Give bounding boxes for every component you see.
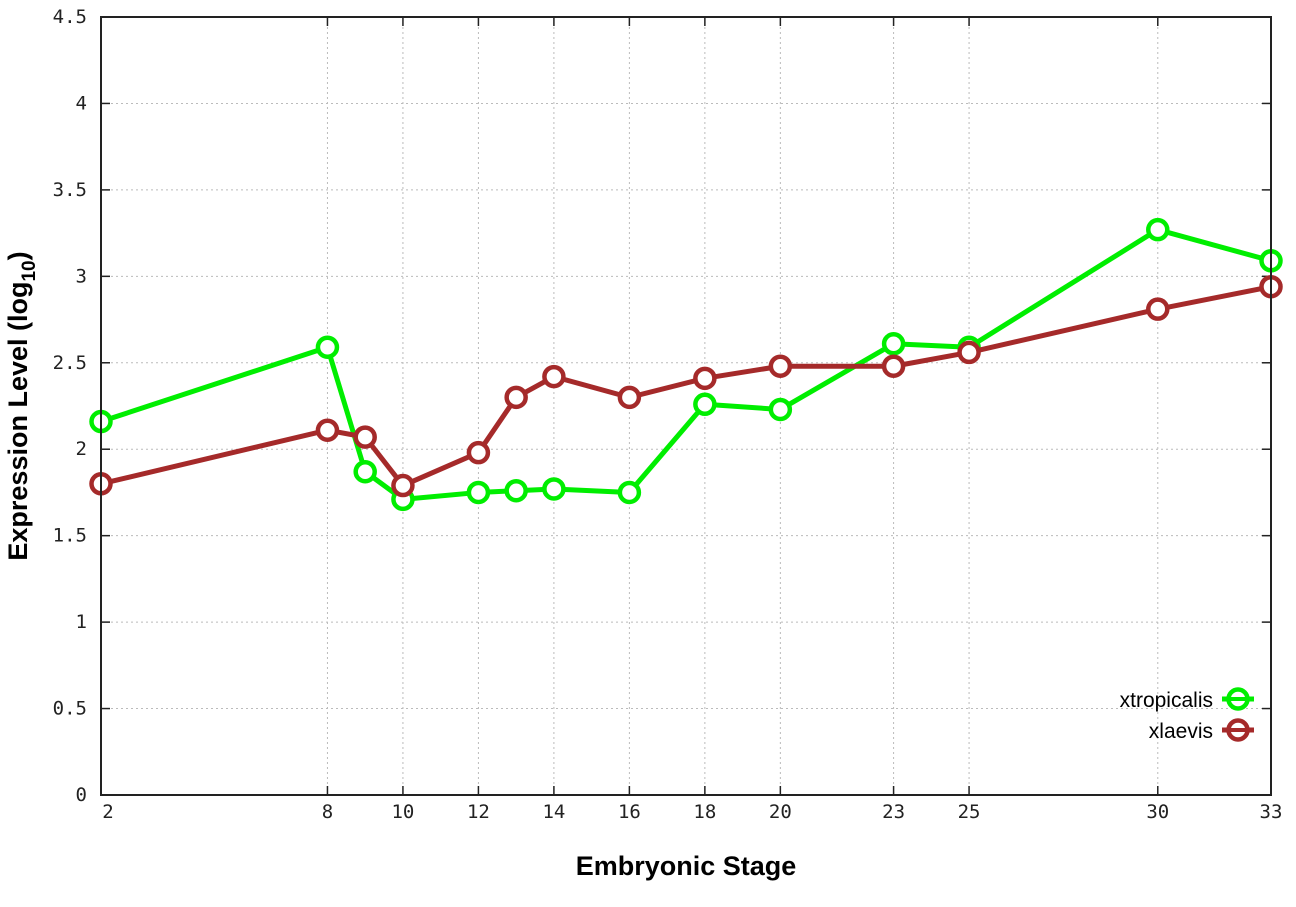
x-tick-label: 20 (769, 801, 792, 823)
y-tick-label: 3.5 (53, 179, 87, 201)
y-tick-label: 2 (76, 438, 87, 460)
x-tick-label: 14 (542, 801, 565, 823)
legend-label: xtropicalis (1120, 689, 1213, 712)
series-xtropicalis (89, 217, 1283, 512)
data-point-xlaevis (768, 354, 793, 378)
legend-label: xlaevis (1149, 720, 1213, 743)
y-tick-label: 3 (76, 265, 87, 287)
data-point-xlaevis (881, 354, 906, 378)
series-line-xtropicalis (100, 227, 1272, 502)
y-tick-label: 1.5 (53, 525, 87, 547)
x-tick-label: 30 (1146, 801, 1169, 823)
y-tick-label: 0.5 (53, 698, 87, 720)
data-point-xlaevis (693, 366, 717, 391)
plot-frame (100, 16, 1272, 796)
data-point-xtropicalis (504, 478, 528, 503)
y-tick-label: 2.5 (53, 352, 87, 374)
data-point-xlaevis (391, 473, 415, 498)
data-point-xtropicalis (542, 477, 566, 501)
y-tick-label: 0 (76, 784, 87, 806)
legend: xtropicalis xlaevis (1120, 687, 1254, 743)
x-tick-label: 23 (882, 801, 905, 823)
data-point-xlaevis (466, 440, 491, 465)
y-tick-label: 4 (76, 92, 87, 114)
x-axis-label: Embryonic Stage (576, 851, 797, 881)
axis-ticks: 2 8 10 12 14 16 18 20 23 25 30 33 0 0.5 1 1.5 2 2.5 3 3.5 4 4… (53, 6, 1283, 823)
x-tick-label: 16 (618, 801, 641, 823)
data-point-xtropicalis (466, 480, 491, 505)
x-tick-label: 2 (102, 801, 113, 823)
data-point-xlaevis (1146, 297, 1170, 321)
y-axis-label: Expression Level (log10) (3, 251, 40, 560)
x-tick-label: 12 (467, 801, 490, 823)
data-point-xtropicalis (881, 332, 906, 356)
data-point-xlaevis (353, 425, 377, 449)
x-tick-label: 18 (693, 801, 716, 823)
series-xlaevis (89, 274, 1283, 498)
data-point-xtropicalis (693, 392, 717, 417)
data-point-xlaevis (315, 418, 340, 442)
grid (101, 17, 1271, 795)
data-point-xtropicalis (315, 335, 340, 359)
data-point-xtropicalis (353, 459, 377, 484)
x-tick-label: 33 (1260, 801, 1283, 823)
data-point-xtropicalis (1146, 217, 1170, 242)
y-tick-label: 1 (76, 611, 87, 633)
x-tick-label: 25 (958, 801, 981, 823)
data-point-xlaevis (957, 340, 981, 365)
x-tick-label: 10 (391, 801, 414, 823)
series-group (89, 217, 1283, 512)
x-tick-label: 8 (322, 801, 333, 823)
series-line-xlaevis (100, 284, 1272, 489)
data-point-xtropicalis (768, 397, 793, 422)
data-point-xtropicalis (617, 480, 642, 505)
y-tick-label: 4.5 (53, 6, 87, 28)
data-point-xlaevis (617, 385, 642, 410)
data-point-xlaevis (542, 364, 566, 389)
data-point-xlaevis (504, 385, 528, 410)
